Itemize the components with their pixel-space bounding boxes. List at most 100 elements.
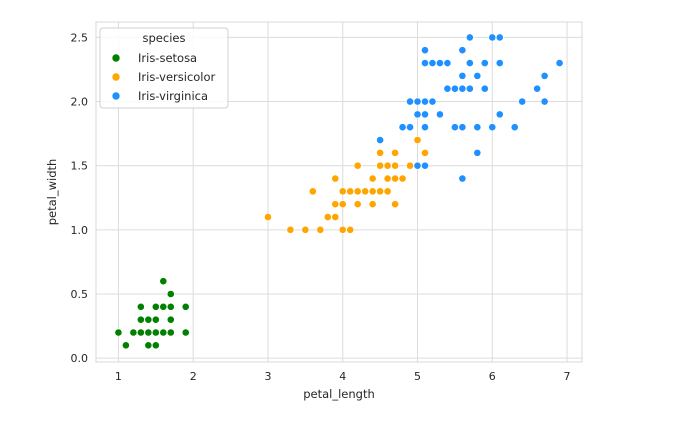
- data-point: [338, 225, 347, 234]
- data-point: [391, 161, 399, 170]
- data-point: [480, 59, 489, 67]
- data-point: [458, 84, 467, 93]
- data-point: [540, 97, 549, 106]
- data-point: [398, 174, 407, 183]
- legend-marker: [111, 53, 121, 63]
- data-point: [166, 290, 175, 298]
- data-point: [151, 341, 160, 350]
- axis-ticks: 1 2 3 4 5 6 7 0.0 0.5 1.0 1.5 2.0 2.5: [71, 31, 571, 383]
- data-point: [144, 315, 153, 324]
- data-point: [413, 161, 422, 170]
- data-point: [151, 315, 160, 324]
- legend-marker: [111, 91, 121, 101]
- data-point: [338, 187, 347, 196]
- data-point: [316, 225, 325, 234]
- data-point: [458, 46, 467, 55]
- data-point: [495, 110, 504, 119]
- data-point: [458, 174, 467, 183]
- legend-item: Iris-versicolor: [111, 70, 216, 84]
- legend-box: [99, 27, 229, 109]
- data-point: [383, 161, 392, 170]
- data-point: [406, 97, 414, 106]
- data-point: [181, 302, 190, 311]
- y-tick-label: 2.0: [71, 96, 89, 109]
- legend-label: Iris-versicolor: [138, 70, 216, 84]
- data-point: [181, 328, 190, 337]
- x-tick-label: 7: [564, 370, 571, 383]
- data-point: [353, 200, 362, 209]
- x-tick-label: 1: [115, 370, 122, 383]
- data-point: [413, 97, 422, 106]
- plot-frame: [95, 21, 583, 363]
- data-point: [421, 148, 429, 157]
- x-tick-label: 6: [489, 370, 496, 383]
- data-point: [346, 225, 355, 234]
- legend-item: Iris-setosa: [111, 51, 197, 65]
- data-point: [465, 59, 474, 67]
- data-point: [159, 328, 168, 337]
- data-point: [421, 161, 429, 170]
- series-1: [264, 123, 429, 234]
- data-point: [383, 187, 392, 196]
- data-point: [436, 110, 444, 119]
- data-point: [376, 187, 385, 196]
- legend-title: species: [143, 31, 186, 45]
- data-point: [301, 225, 310, 234]
- data-point: [421, 59, 429, 67]
- data-point: [555, 59, 564, 67]
- data-point: [488, 123, 497, 132]
- data-point: [458, 123, 467, 132]
- data-point: [159, 302, 168, 311]
- x-tick-label: 2: [190, 370, 197, 383]
- y-tick-label: 0.5: [71, 288, 89, 301]
- data-point: [368, 200, 377, 209]
- data-point: [465, 33, 474, 42]
- y-tick-label: 1.5: [71, 160, 89, 173]
- data-point: [368, 187, 377, 196]
- series-0: [114, 277, 190, 350]
- data-point: [323, 213, 332, 221]
- legend: species Iris-setosa Iris-versicolor Iris-v…: [99, 27, 229, 109]
- data-point: [428, 59, 437, 67]
- data-point: [473, 123, 482, 132]
- legend-label: Iris-virginica: [138, 89, 208, 103]
- data-point: [166, 328, 175, 337]
- data-point: [510, 123, 519, 132]
- y-tick-label: 2.5: [71, 31, 89, 44]
- data-point: [136, 315, 145, 324]
- data-point: [368, 174, 377, 183]
- data-point: [376, 136, 385, 144]
- data-point: [428, 97, 437, 106]
- data-point: [151, 302, 160, 311]
- data-point: [488, 33, 497, 42]
- data-point: [473, 71, 482, 80]
- data-point: [391, 200, 399, 209]
- data-point: [391, 148, 399, 157]
- x-tick-label: 3: [264, 370, 271, 383]
- data-point: [450, 84, 459, 93]
- data-point: [122, 341, 130, 350]
- y-tick-label: 1.0: [71, 224, 89, 237]
- legend-item: Iris-virginica: [111, 89, 208, 103]
- data-point: [518, 97, 527, 106]
- data-point: [421, 123, 429, 132]
- y-axis-label: petal_width: [45, 159, 59, 226]
- data-point: [533, 84, 542, 93]
- data-point: [421, 110, 429, 119]
- data-point: [338, 200, 347, 209]
- data-point: [413, 136, 422, 144]
- data-point: [473, 148, 482, 157]
- data-point: [331, 174, 340, 183]
- data-point: [129, 328, 138, 337]
- data-point: [413, 110, 422, 119]
- data-point: [136, 328, 145, 337]
- data-point: [540, 71, 549, 80]
- data-point: [376, 161, 385, 170]
- data-point: [166, 315, 175, 324]
- data-point: [406, 123, 414, 132]
- data-point: [136, 302, 145, 311]
- legend-marker: [111, 72, 121, 82]
- legend-label: Iris-setosa: [138, 51, 197, 65]
- data-point: [383, 174, 392, 183]
